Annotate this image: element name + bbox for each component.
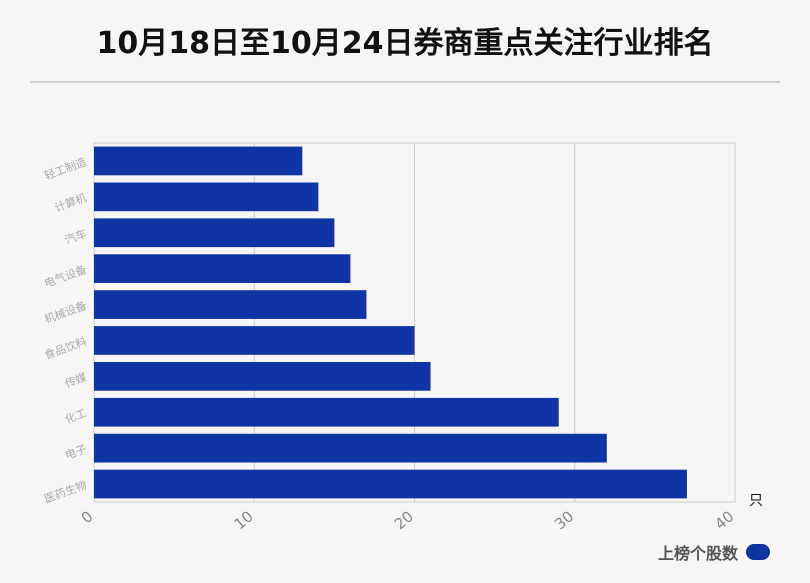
bar[interactable] — [94, 433, 607, 463]
x-axis-labels: 0 10 20 30 40 — [78, 507, 738, 533]
legend-label: 上榜个股数 — [657, 544, 738, 563]
bar[interactable] — [94, 254, 351, 284]
bar[interactable] — [94, 182, 319, 212]
bar[interactable] — [94, 290, 367, 319]
bar[interactable] — [94, 326, 415, 355]
x-tick-label: 0 — [78, 507, 97, 527]
bar[interactable] — [94, 361, 431, 391]
y-category-label: 电气设备 — [42, 262, 88, 290]
x-tick-label: 20 — [391, 507, 417, 533]
bars-layer — [94, 146, 687, 499]
bar[interactable] — [94, 397, 559, 427]
y-category-label: 化工 — [63, 406, 88, 427]
x-axis-unit: 只 — [749, 493, 763, 509]
legend-swatch — [746, 544, 770, 560]
y-category-label: 电子 — [63, 443, 88, 463]
y-category-label: 医药生物 — [42, 477, 88, 505]
bar[interactable] — [94, 146, 303, 176]
y-category-label: 传媒 — [63, 371, 88, 391]
y-category-label: 计算机 — [53, 190, 89, 214]
y-category-label: 汽车 — [63, 226, 88, 247]
y-category-label: 轻工制造 — [42, 154, 88, 182]
y-category-label: 机械设备 — [42, 298, 88, 326]
x-tick-label: 10 — [231, 507, 257, 533]
x-tick-label: 40 — [711, 507, 737, 533]
chart-title: 10月18日至10月24日券商重点关注行业排名 — [96, 26, 714, 61]
legend[interactable]: 上榜个股数 — [658, 540, 770, 564]
x-tick-label: 30 — [551, 507, 577, 533]
y-category-label: 食品饮料 — [42, 334, 88, 362]
title-divider — [30, 81, 780, 83]
bar[interactable] — [94, 218, 335, 248]
bar[interactable] — [94, 469, 687, 499]
